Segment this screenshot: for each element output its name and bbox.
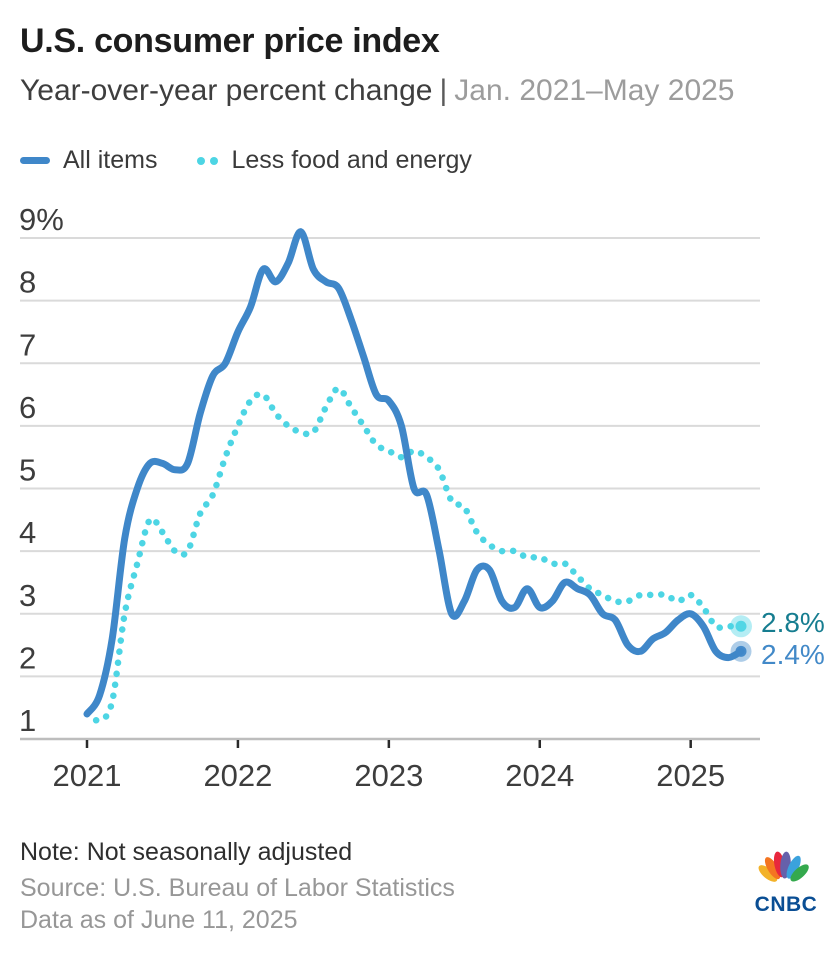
y-tick-label: 6 xyxy=(19,390,36,425)
y-tick-label: 2 xyxy=(19,640,36,675)
less-food-energy-dots-swatch-icon xyxy=(197,156,219,165)
legend-item-less-food-energy: Less food and energy xyxy=(197,146,472,175)
x-tick-label: 2022 xyxy=(203,758,272,793)
series-line-all-items xyxy=(83,228,745,718)
chart-legend: All items Less food and energy xyxy=(20,146,472,175)
source-line: Source: U.S. Bureau of Labor Statistics xyxy=(20,874,455,902)
y-tick-label: 4 xyxy=(19,515,36,550)
y-tick-label: 1 xyxy=(19,703,36,738)
legend-label-less-food-energy: Less food and energy xyxy=(231,146,472,174)
legend-dot-icon xyxy=(197,156,206,165)
y-tick-label: 5 xyxy=(19,453,36,488)
subtitle-date-range: Jan. 2021–May 2025 xyxy=(454,74,735,107)
cpi-line-chart: 9% 8 7 6 5 4 3 2 1 2021 2022 2023 2024 2025 xyxy=(19,202,760,793)
x-tick-label: 2021 xyxy=(53,758,122,793)
cnbc-peacock-icon xyxy=(758,851,809,882)
end-label-all-items: 2.4% xyxy=(761,639,825,670)
x-tick-label: 2024 xyxy=(505,758,574,793)
all-items-line-swatch-icon xyxy=(20,157,50,164)
cnbc-wordmark: CNBC xyxy=(754,893,818,916)
subtitle-separator: | xyxy=(439,74,448,107)
end-label-less-food-energy: 2.8% xyxy=(761,607,825,638)
y-tick-label: 7 xyxy=(19,327,36,362)
x-tick-label: 2025 xyxy=(656,758,725,793)
legend-label-all-items: All items xyxy=(63,146,158,174)
end-marker-less-food-energy xyxy=(735,620,747,632)
subtitle-measure: Year-over-year percent change xyxy=(20,74,433,107)
end-marker-all-items xyxy=(735,645,747,657)
legend-item-all-items: All items xyxy=(20,146,157,175)
y-tick-label: 3 xyxy=(19,578,36,613)
series-line-less-food-energy xyxy=(83,385,745,724)
legend-dot-icon xyxy=(210,156,219,165)
x-tick-label: 2023 xyxy=(354,758,423,793)
y-tick-label: 8 xyxy=(19,265,36,300)
data-as-of-line: Data as of June 11, 2025 xyxy=(20,906,298,934)
chart-subtitle: Year-over-year percent change | Jan. 2021–… xyxy=(20,74,735,108)
page-title: U.S. consumer price index xyxy=(20,22,440,60)
footnote: Note: Not seasonally adjusted xyxy=(20,838,353,866)
y-tick-label: 9% xyxy=(19,202,64,237)
cnbc-logo: CNBC xyxy=(750,851,822,917)
